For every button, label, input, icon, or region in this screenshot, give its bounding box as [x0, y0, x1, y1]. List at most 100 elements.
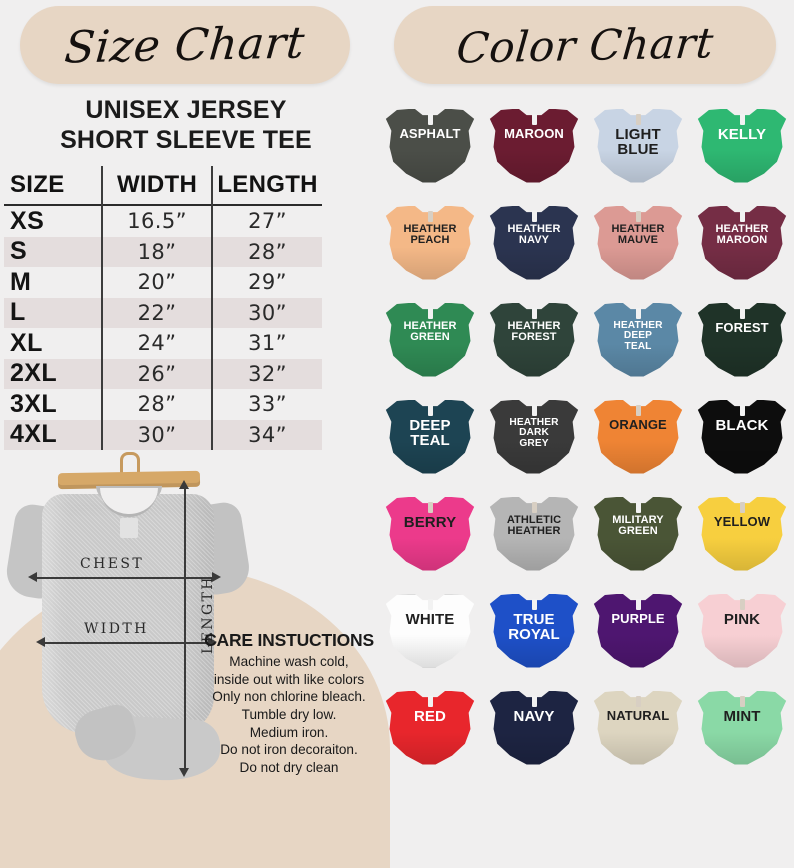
tshirt-neck-tag-icon — [531, 501, 537, 513]
cell-size: M — [10, 267, 32, 296]
product-subtitle: UNISEX JERSEY SHORT SLEEVE TEE — [0, 96, 372, 155]
color-swatch-heather-navy[interactable]: HEATHER NAVY — [482, 193, 586, 290]
tshirt-swatch-icon: ATHLETIC HEATHER — [488, 493, 580, 573]
color-swatch-navy[interactable]: NAVY — [482, 678, 586, 775]
tshirt-neck-tag-icon — [531, 210, 537, 222]
care-instruction-line: inside out with like colors — [213, 671, 365, 687]
table-row: XS 16.5” 27” — [4, 205, 322, 237]
cell-width: 30” — [100, 419, 213, 450]
color-name-line: HEATHER — [507, 525, 561, 538]
color-name-line: HEATHER — [507, 319, 561, 332]
tshirt-brand-tag — [120, 518, 138, 538]
color-name-line: DEEP — [409, 416, 451, 434]
color-swatch-pink[interactable]: PINK — [690, 581, 794, 678]
cell-length: 34” — [211, 419, 322, 450]
cell-width: 26” — [100, 358, 213, 389]
cell-width: 24” — [100, 328, 213, 359]
color-swatch-black[interactable]: BLACK — [690, 387, 794, 484]
cell-size: XL — [10, 328, 43, 357]
color-name-label: HEATHER DARK GREY — [488, 417, 580, 450]
cell-size: 2XL — [10, 359, 58, 388]
color-swatch-purple[interactable]: PURPLE — [586, 581, 690, 678]
tshirt-neck-tag-icon — [427, 113, 433, 125]
width-measure-line — [44, 642, 210, 644]
color-swatch-light-blue[interactable]: LIGHT BLUE — [586, 96, 690, 193]
cell-length: 30” — [211, 297, 322, 328]
color-swatch-yellow[interactable]: YELLOW — [690, 484, 794, 581]
cell-size: L — [10, 298, 26, 327]
color-name-line: BERRY — [403, 513, 457, 531]
color-swatch-maroon[interactable]: MAROON — [482, 96, 586, 193]
color-name-line: TEAL — [624, 341, 652, 353]
cell-length: 32” — [211, 358, 322, 389]
cell-length: 28” — [211, 236, 322, 267]
tshirt-swatch-icon: MAROON — [488, 105, 580, 185]
color-name-line: MAROON — [716, 234, 768, 247]
tshirt-neck-tag-icon — [427, 210, 433, 222]
color-swatch-forest[interactable]: FOREST — [690, 290, 794, 387]
color-chart-title-pill: Color Chart — [394, 6, 776, 84]
tshirt-swatch-icon: NAVY — [488, 687, 580, 767]
length-arrow-up-icon — [179, 480, 189, 489]
tshirt-neck-tag-icon — [531, 307, 537, 319]
color-swatch-athletic-heather[interactable]: ATHLETIC HEATHER — [482, 484, 586, 581]
tshirt-neck-tag-icon — [427, 695, 433, 707]
tshirt-neck-tag-icon — [739, 598, 745, 610]
table-row: M 20” 29” — [4, 267, 322, 298]
tshirt-swatch-icon: LIGHT BLUE — [592, 105, 684, 185]
color-swatch-white[interactable]: WHITE — [378, 581, 482, 678]
color-swatch-orange[interactable]: ORANGE — [586, 387, 690, 484]
color-name-line: NATURAL — [606, 707, 670, 723]
tshirt-neck-tag-icon — [427, 404, 433, 416]
tshirt-neck-tag-icon — [531, 598, 537, 610]
color-name-label: DEEP TEAL — [384, 416, 476, 450]
color-swatch-heather-maroon[interactable]: HEATHER MAROON — [690, 193, 794, 290]
color-swatch-red[interactable]: RED — [378, 678, 482, 775]
color-name-label: ASPHALT — [384, 126, 476, 141]
color-name-label: BLACK — [696, 417, 788, 434]
color-swatch-berry[interactable]: BERRY — [378, 484, 482, 581]
tshirt-swatch-icon: PURPLE — [592, 590, 684, 670]
width-arrow-right-icon — [208, 637, 217, 647]
color-swatch-kelly[interactable]: KELLY — [690, 96, 794, 193]
care-instructions-title: CARE INSTUCTIONS — [204, 630, 374, 650]
color-swatch-heather-mauve[interactable]: HEATHER MAUVE — [586, 193, 690, 290]
tshirt-swatch-icon: HEATHER DEEP TEAL — [592, 299, 684, 379]
size-chart-panel: Size Chart UNISEX JERSEY SHORT SLEEVE TE… — [0, 0, 390, 868]
tshirt-swatch-icon: HEATHER MAROON — [696, 202, 788, 282]
chest-measure-label: CHEST — [80, 556, 145, 572]
care-instruction-line: Medium iron. — [249, 724, 329, 740]
tshirt-neck-tag-icon — [427, 307, 433, 319]
tshirt-swatch-icon: HEATHER GREEN — [384, 299, 476, 379]
tshirt-neck-tag-icon — [635, 695, 641, 707]
color-swatch-deep-teal[interactable]: DEEP TEAL — [378, 387, 482, 484]
color-name-line: HEATHER — [611, 222, 665, 235]
tshirt-neck-tag-icon — [531, 404, 537, 416]
color-name-label: PURPLE — [592, 611, 684, 626]
cell-width: 28” — [100, 389, 213, 420]
color-name-label: LIGHT BLUE — [592, 126, 684, 159]
color-name-line: KELLY — [717, 125, 767, 143]
color-swatch-heather-deep-teal[interactable]: HEATHER DEEP TEAL — [586, 290, 690, 387]
table-row: 3XL 28” 33” — [4, 389, 322, 420]
color-swatch-heather-peach[interactable]: HEATHER PEACH — [378, 193, 482, 290]
color-name-line: HEATHER — [613, 319, 663, 331]
color-swatch-heather-forest[interactable]: HEATHER FOREST — [482, 290, 586, 387]
color-name-label: ORANGE — [592, 417, 684, 432]
color-name-line: HEATHER — [403, 222, 457, 235]
color-name-line: HEATHER — [715, 222, 769, 235]
color-name-line: GREEN — [410, 331, 450, 344]
color-swatch-asphalt[interactable]: ASPHALT — [378, 96, 482, 193]
size-chart-title-pill: Size Chart — [20, 6, 350, 84]
color-swatch-heather-green[interactable]: HEATHER GREEN — [378, 290, 482, 387]
color-name-line: NAVY — [518, 234, 550, 247]
color-name-label: BERRY — [384, 513, 476, 531]
care-instructions-block: CARE INSTUCTIONS Machine wash cold, insi… — [196, 630, 382, 777]
color-swatch-natural[interactable]: NATURAL — [586, 678, 690, 775]
care-instruction-line: Only non chlorine bleach. — [212, 689, 366, 705]
color-swatch-military-green[interactable]: MILITARY GREEN — [586, 484, 690, 581]
color-swatch-heather-dark-grey[interactable]: HEATHER DARK GREY — [482, 387, 586, 484]
width-arrow-left-icon — [36, 637, 45, 647]
color-swatch-mint[interactable]: MINT — [690, 678, 794, 775]
color-swatch-true-royal[interactable]: TRUE ROYAL — [482, 581, 586, 678]
